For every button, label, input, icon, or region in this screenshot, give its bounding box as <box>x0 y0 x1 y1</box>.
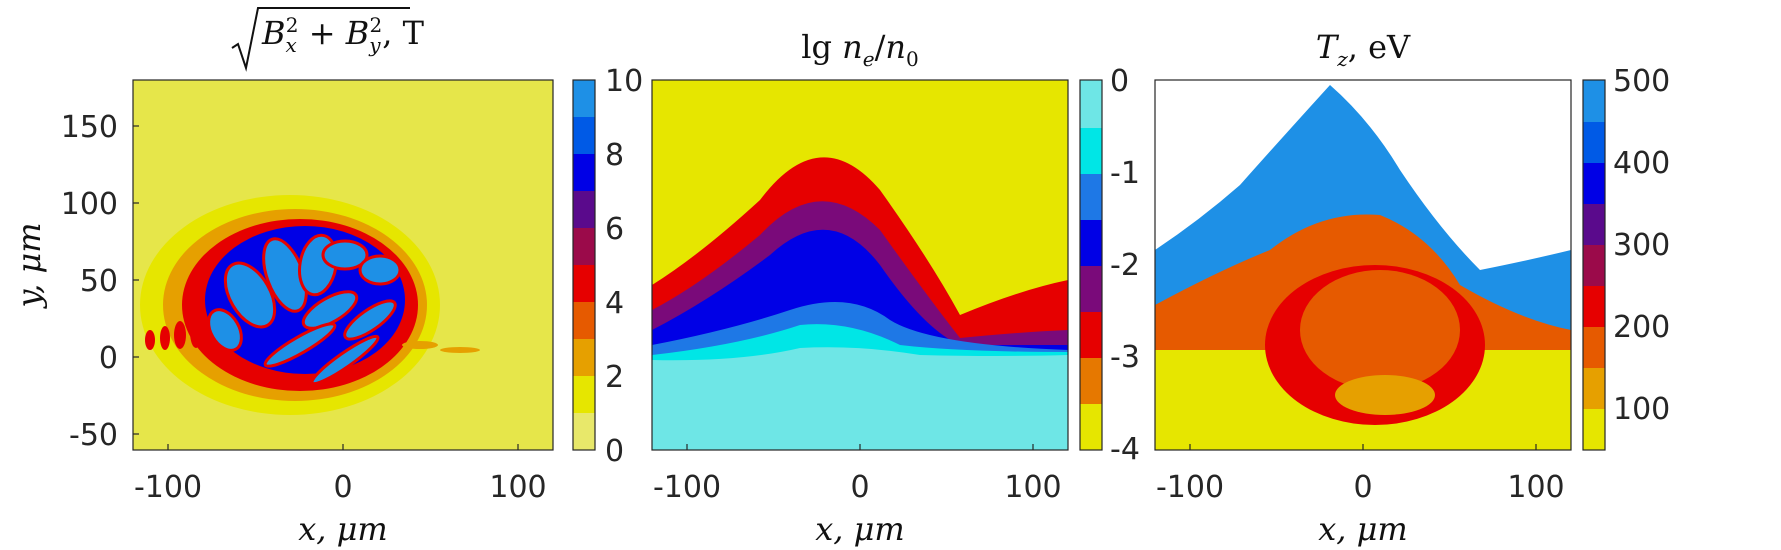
panel-2-xtick-label: -100 <box>653 470 721 505</box>
panel-3-colorbar: 500 400 300 200 100 <box>1582 64 1670 451</box>
panel-1-cbar-label: 8 <box>605 138 624 173</box>
panel-3-heatmap <box>1155 85 1571 450</box>
panel-2-cbar-label: -2 <box>1110 248 1140 283</box>
panel-1-cbar-label: 4 <box>605 286 624 321</box>
panel-2-cbar-label: -4 <box>1110 432 1140 467</box>
panel-3-xtick-label: 100 <box>1507 470 1564 505</box>
panel-1-cbar-label: 2 <box>605 360 624 395</box>
panel-1-y-ticks: -50 0 50 100 150 <box>61 110 139 453</box>
panel-3-title: Tz, eV <box>1316 28 1411 71</box>
panel-2-heatmap <box>652 157 1068 450</box>
panel-1-cbar-label: 6 <box>605 212 624 247</box>
panel-1-cbar-label: 10 <box>605 64 643 99</box>
panel-3-x-ticks: -100 0 100 <box>1156 444 1565 505</box>
panel-2-xtick-label: 0 <box>850 470 869 505</box>
svg-text:lg ne/n0: lg ne/n0 <box>801 28 918 71</box>
field-lobes <box>207 233 402 386</box>
panel-1-ytick-label: -50 <box>69 418 118 453</box>
field-edge-stripes <box>145 316 480 353</box>
panel-1-xlabel: x, μm <box>298 510 388 548</box>
panel-3-cbar-label: 500 <box>1613 64 1670 99</box>
panel-2-cbar-label: 0 <box>1110 64 1129 99</box>
panel-1-x-ticks: -100 0 100 <box>134 444 547 505</box>
temperature-core <box>1300 270 1460 390</box>
density-paleblue-region <box>652 347 1068 450</box>
panel-3-xtick-label: 0 <box>1353 470 1372 505</box>
panel-3-cbar-label: 300 <box>1613 228 1670 263</box>
panel-1-ytick-label: 0 <box>99 341 118 376</box>
svg-text:Tz, eV: Tz, eV <box>1316 28 1411 71</box>
panel-1-xtick-label: 0 <box>333 470 352 505</box>
panel-2-colorbar: 0 -1 -2 -3 -4 <box>1079 64 1140 467</box>
panel-1-ylabel: y, μm <box>10 222 48 309</box>
panel-1-ytick-label: 100 <box>61 187 118 222</box>
sqrt-symbol <box>231 7 410 72</box>
panel-1-xtick-label: -100 <box>134 470 202 505</box>
panel-1-heatmap <box>140 195 480 415</box>
panel-1-colorbar: 0 2 4 6 8 10 <box>572 64 643 469</box>
panel-1-ytick-label: 150 <box>61 110 118 145</box>
panel-3-xtick-label: -100 <box>1156 470 1224 505</box>
panel-1: -100 0 100 -50 0 50 100 150 x, μm y, μm … <box>10 7 643 548</box>
panel-2-cbar-label: -3 <box>1110 340 1140 375</box>
panel-3-cbar-label: 100 <box>1613 392 1670 427</box>
panel-1-ytick-label: 50 <box>80 264 118 299</box>
panel-2-xtick-label: 100 <box>1004 470 1061 505</box>
svg-text:Bx2 + By2, T: Bx2 + By2, T <box>261 13 425 57</box>
panel-2-title: lg ne/n0 <box>801 28 918 71</box>
panel-1-cbar-label: 0 <box>605 434 624 469</box>
panel-3-cbar-label: 200 <box>1613 310 1670 345</box>
panel-3-cbar-label: 400 <box>1613 146 1670 181</box>
temperature-edge-ring <box>1335 375 1435 415</box>
panel-1-xtick-label: 100 <box>489 470 546 505</box>
panel-2-xlabel: x, μm <box>815 510 905 548</box>
panel-2-x-ticks: -100 0 100 <box>653 444 1062 505</box>
panel-2-cbar-label: -1 <box>1110 156 1140 191</box>
panel-1-title: Bx2 + By2, T <box>231 7 425 72</box>
panel-3: -100 0 100 x, μm Tz, eV 500 400 300 200 … <box>1154 28 1670 548</box>
panel-3-xlabel: x, μm <box>1318 510 1408 548</box>
panel-2: -100 0 100 x, μm lg ne/n0 0 -1 -2 -3 -4 <box>651 28 1140 548</box>
